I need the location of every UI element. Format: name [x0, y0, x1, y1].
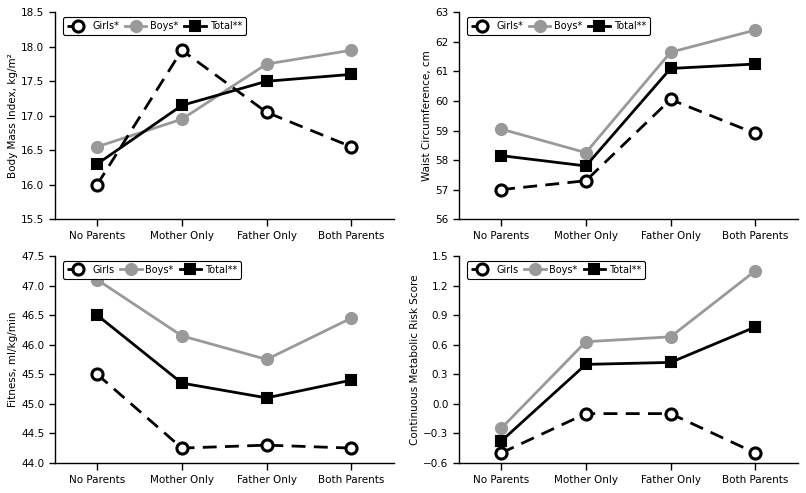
Line: Girls*: Girls*: [496, 94, 761, 195]
Boys*: [496, 126, 506, 132]
Legend: Girls*, Boys*, Total**: Girls*, Boys*, Total**: [467, 17, 650, 35]
Girls: [666, 411, 675, 417]
Girls: [262, 442, 272, 448]
Line: Girls: Girls: [92, 369, 357, 454]
Boys*: [750, 268, 760, 274]
Boys*: [581, 150, 591, 156]
Boys*: [93, 277, 102, 282]
Girls*: [666, 97, 675, 103]
Girls*: [750, 131, 760, 137]
Line: Boys*: Boys*: [92, 45, 357, 152]
Line: Total**: Total**: [92, 310, 356, 403]
Girls*: [496, 187, 506, 193]
Girls*: [581, 178, 591, 184]
Boys*: [93, 144, 102, 150]
Girls*: [262, 109, 272, 115]
Boys*: [177, 333, 187, 339]
Girls: [177, 445, 187, 451]
Girls*: [177, 47, 187, 53]
Total**: [666, 359, 675, 365]
Total**: [581, 163, 591, 169]
Total**: [177, 380, 187, 386]
Line: Boys*: Boys*: [496, 25, 761, 158]
Line: Total**: Total**: [496, 59, 760, 171]
Total**: [93, 161, 102, 167]
Girls: [93, 371, 102, 377]
Legend: Girls, Boys*, Total**: Girls, Boys*, Total**: [467, 261, 645, 279]
Legend: Girls*, Boys*, Total**: Girls*, Boys*, Total**: [63, 17, 246, 35]
Total**: [347, 71, 356, 77]
Total**: [750, 61, 760, 67]
Girls: [581, 411, 591, 417]
Boys*: [177, 116, 187, 122]
Boys*: [347, 47, 356, 53]
Total**: [496, 438, 506, 444]
Legend: Girls, Boys*, Total**: Girls, Boys*, Total**: [63, 261, 241, 279]
Girls: [347, 445, 356, 451]
Boys*: [581, 339, 591, 345]
Boys*: [262, 356, 272, 362]
Total**: [750, 324, 760, 330]
Line: Girls*: Girls*: [92, 45, 357, 190]
Total**: [347, 377, 356, 383]
Line: Total**: Total**: [496, 322, 760, 446]
Total**: [93, 312, 102, 318]
Boys*: [262, 61, 272, 67]
Boys*: [347, 315, 356, 321]
Total**: [262, 78, 272, 84]
Y-axis label: Waist Circumference, cm: Waist Circumference, cm: [422, 50, 432, 181]
Girls*: [93, 182, 102, 188]
Girls: [750, 450, 760, 456]
Line: Boys*: Boys*: [92, 274, 357, 365]
Boys*: [666, 334, 675, 340]
Line: Total**: Total**: [92, 70, 356, 169]
Total**: [177, 103, 187, 108]
Boys*: [750, 27, 760, 33]
Total**: [496, 153, 506, 159]
Total**: [666, 66, 675, 71]
Y-axis label: Body Mass Index, kg/m²: Body Mass Index, kg/m²: [8, 53, 19, 178]
Line: Boys*: Boys*: [496, 265, 761, 434]
Line: Girls: Girls: [496, 408, 761, 458]
Boys*: [666, 49, 675, 55]
Total**: [262, 395, 272, 401]
Girls*: [347, 144, 356, 150]
Y-axis label: Fitness, ml/kg/min: Fitness, ml/kg/min: [8, 312, 19, 407]
Girls: [496, 450, 506, 456]
Total**: [581, 361, 591, 367]
Y-axis label: Continuous Metabolic Risk Score: Continuous Metabolic Risk Score: [410, 274, 421, 445]
Boys*: [496, 425, 506, 431]
